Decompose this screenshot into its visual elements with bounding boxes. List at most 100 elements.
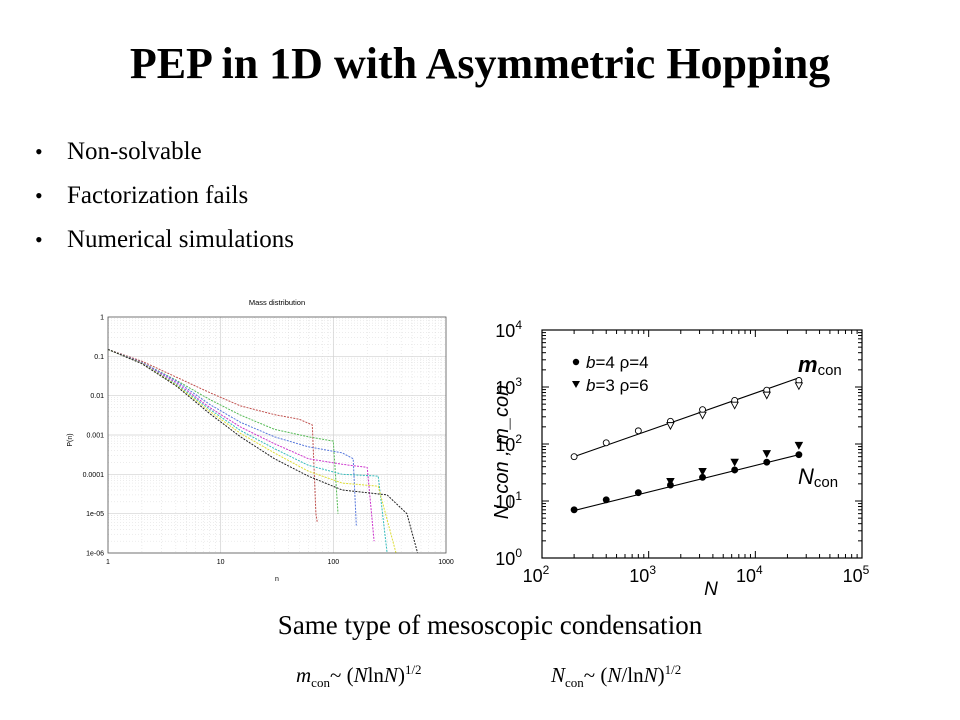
formula-text: ~ ( xyxy=(583,663,608,687)
x-tick-label: 105 xyxy=(843,563,870,586)
formula-exponent: 1/2 xyxy=(664,662,682,677)
tick-base: 10 xyxy=(495,492,515,512)
legend-label: b=4 ρ=4 xyxy=(586,353,649,372)
formula-var: N xyxy=(353,663,368,687)
y-tick-label: 103 xyxy=(495,375,522,398)
tick-exponent: 4 xyxy=(756,563,763,577)
formula-var: N xyxy=(643,663,658,687)
x-tick-label: 1000 xyxy=(438,559,454,566)
formula-text: /ln xyxy=(621,663,644,687)
bullet-list: • Non-solvable • Factorization fails • Nume… xyxy=(35,135,294,267)
chart-title: Mass distribution xyxy=(249,298,305,307)
marker-filled-triangle xyxy=(666,478,675,486)
series-line xyxy=(107,348,339,514)
tick-exponent: 0 xyxy=(515,546,522,560)
x-axis-label: N xyxy=(704,579,718,600)
tick-base: 10 xyxy=(495,435,515,455)
legend: b=4 ρ=4 b=3 ρ=6 xyxy=(572,353,649,395)
y-tick-label: 1 xyxy=(100,315,104,322)
tick-base: 10 xyxy=(523,566,543,586)
series-line xyxy=(107,348,388,554)
formula-var: N xyxy=(607,663,622,687)
marker-filled-triangle xyxy=(794,441,804,450)
series-line xyxy=(107,348,318,523)
caption: Same type of mesoscopic condensation xyxy=(277,610,703,640)
x-tick-label: 104 xyxy=(736,563,763,586)
tick-base: 10 xyxy=(843,566,863,586)
marker-open-circle xyxy=(602,439,610,447)
chart-grid xyxy=(107,317,446,554)
tick-base: 10 xyxy=(495,549,515,569)
formula-text: ~ ( xyxy=(329,663,354,687)
bullet-icon: • xyxy=(35,227,43,252)
series-line xyxy=(107,348,375,542)
mass-distribution-chart: Mass distribution P(n) n 1 10 100 1000 1 0.1 0… xyxy=(67,298,454,583)
annotation-m-con: mcon xyxy=(798,352,842,379)
marker-filled-circle xyxy=(763,458,771,466)
slide-title: PEP in 1D with Asymmetric Hopping xyxy=(129,39,831,88)
marker-open-circle xyxy=(634,427,642,435)
bullet-text: Non-solvable xyxy=(67,138,202,165)
marker-filled-triangle xyxy=(698,467,707,476)
y-axis-label: P(n) xyxy=(67,433,74,446)
marker-open-triangle xyxy=(698,411,707,420)
formula-symbol: N xyxy=(551,663,566,687)
tick-base: 10 xyxy=(629,566,649,586)
bullet-item: • Non-solvable xyxy=(35,135,294,179)
marker-filled-circle xyxy=(634,489,642,497)
marker-open-triangle xyxy=(762,391,772,400)
y-tick-label: 101 xyxy=(495,489,522,512)
bullet-text: Numerical simulations xyxy=(67,226,295,253)
tick-exponent: 4 xyxy=(515,318,522,332)
marker-filled-triangle xyxy=(762,450,772,458)
legend-marker-triangle xyxy=(572,381,580,388)
fit-line xyxy=(573,454,800,512)
tick-exponent: 5 xyxy=(863,563,870,577)
legend-marker-circle xyxy=(572,358,580,366)
formula-exponent: 1/2 xyxy=(404,662,422,677)
tick-exponent: 3 xyxy=(515,375,522,389)
bullet-icon: • xyxy=(35,183,43,208)
x-tick-label: 103 xyxy=(629,563,656,586)
marker-filled-triangle xyxy=(730,458,739,467)
series-line xyxy=(107,348,357,526)
plot-frame xyxy=(541,329,863,559)
formula-subscript: con xyxy=(311,675,330,691)
marker-open-circle xyxy=(570,453,578,461)
condensate-scaling-chart: N_con , m_con N 102 103 104 105100101102103… xyxy=(491,318,870,600)
formula-text: ) xyxy=(397,663,405,687)
bullet-item: • Numerical simulations xyxy=(35,223,294,267)
y-tick-label: 0.001 xyxy=(86,433,104,440)
formula-var: N xyxy=(383,663,398,687)
x-tick-label: 1 xyxy=(106,559,110,566)
marker-open-triangle xyxy=(730,401,739,410)
series-line xyxy=(107,348,397,554)
y-tick-label: 1e-05 xyxy=(86,511,104,518)
formula-symbol: m xyxy=(296,663,312,687)
tick-base: 10 xyxy=(495,321,515,341)
y-tick-label: 102 xyxy=(495,432,522,455)
formula-text: ln xyxy=(367,663,384,687)
series-lines xyxy=(107,348,419,554)
formula-m-con: mcon~ (NlnN)1/2 xyxy=(296,662,422,691)
tick-exponent: 3 xyxy=(649,563,656,577)
tick-labels: 1 10 100 1000 1 0.1 0.01 0.001 0.0001 1e-05 1e-06 xyxy=(83,315,454,567)
y-tick-label: 1e-06 xyxy=(86,551,104,558)
marker-open-triangle xyxy=(666,422,675,431)
data-points xyxy=(570,377,804,514)
plot-frame xyxy=(107,316,447,554)
tick-base: 10 xyxy=(495,378,515,398)
fit-line xyxy=(573,377,800,458)
marker-filled-circle xyxy=(570,506,578,514)
marker-filled-circle xyxy=(602,496,610,504)
bullet-item: • Factorization fails xyxy=(35,179,294,223)
x-tick-label: 10 xyxy=(217,559,225,566)
bullet-text: Factorization fails xyxy=(67,182,249,209)
tick-exponent: 2 xyxy=(543,563,550,577)
marker-filled-circle xyxy=(731,466,739,474)
formula-n-con: Ncon~ (N/lnN)1/2 xyxy=(551,662,681,691)
tick-exponent: 2 xyxy=(515,432,522,446)
y-tick-label: 100 xyxy=(495,546,522,569)
annotation-n-con: Ncon xyxy=(798,464,838,491)
